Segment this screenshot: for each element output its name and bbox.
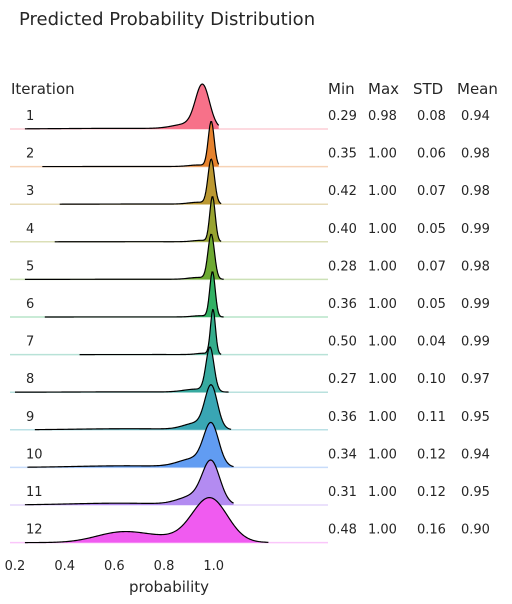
stat-min: 0.48 — [328, 523, 357, 538]
density-outline — [14, 346, 229, 393]
row-label: 12 — [26, 523, 43, 538]
ridge-row: 2 0.35 1.00 0.06 0.98 — [10, 120, 490, 168]
stat-mean: 0.97 — [461, 372, 490, 387]
stat-header-std: STD — [413, 80, 443, 98]
density-outline — [24, 459, 234, 506]
row-label: 5 — [26, 259, 34, 274]
row-label: 3 — [26, 184, 34, 199]
x-tick-label: 0.2 — [5, 559, 26, 574]
stat-max: 1.00 — [368, 523, 397, 538]
stat-mean: 0.90 — [461, 523, 490, 538]
stat-max: 1.00 — [368, 222, 397, 237]
stat-std: 0.04 — [417, 335, 446, 350]
density-outline — [24, 233, 224, 280]
stat-mean: 0.94 — [461, 109, 490, 124]
stat-max: 1.00 — [368, 447, 397, 462]
density-outline — [24, 496, 269, 544]
ridge-rows: 1 0.29 0.98 0.08 0.94 2 0.35 1.00 0.06 0.98 3 0.42 1… — [10, 83, 490, 544]
x-tick-label: 1.0 — [203, 559, 224, 574]
stat-std: 0.05 — [417, 222, 446, 237]
row-header: Iteration — [11, 80, 75, 98]
row-label: 1 — [26, 109, 34, 124]
stat-min: 0.27 — [328, 372, 357, 387]
stat-max: 1.00 — [368, 184, 397, 199]
stat-header-min: Min — [328, 80, 355, 98]
stat-min: 0.50 — [328, 335, 357, 350]
row-label: 7 — [26, 335, 34, 350]
density-outline — [44, 271, 224, 318]
stat-min: 0.28 — [328, 259, 357, 274]
x-axis-label: probability — [129, 578, 209, 596]
stat-max: 1.00 — [368, 410, 397, 425]
density-outline — [59, 158, 222, 205]
stat-min: 0.40 — [328, 222, 357, 237]
row-label: 10 — [26, 447, 43, 462]
stat-std: 0.10 — [417, 372, 446, 387]
stat-header-mean: Mean — [457, 80, 498, 98]
stat-mean: 0.98 — [461, 259, 490, 274]
stat-mean: 0.99 — [461, 335, 490, 350]
stat-mean: 0.98 — [461, 184, 490, 199]
ridge-row: 12 0.48 1.00 0.16 0.90 — [10, 496, 490, 544]
stat-min: 0.29 — [328, 109, 357, 124]
row-label: 9 — [26, 410, 34, 425]
stat-std: 0.08 — [417, 109, 446, 124]
density-area — [24, 497, 269, 543]
stat-max: 1.00 — [368, 147, 397, 162]
ridge-row: 4 0.40 1.00 0.05 0.99 — [10, 196, 490, 243]
density-area — [59, 159, 222, 205]
density-outline — [79, 308, 222, 356]
density-outline — [24, 83, 220, 130]
stat-mean: 0.99 — [461, 297, 490, 312]
stat-mean: 0.95 — [461, 485, 490, 500]
stat-min: 0.35 — [328, 147, 357, 162]
ridge-row: 8 0.27 1.00 0.10 0.97 — [10, 346, 490, 393]
stat-header-max: Max — [368, 80, 399, 98]
stat-mean: 0.95 — [461, 410, 490, 425]
row-label: 4 — [26, 222, 34, 237]
x-tick-label: 0.6 — [104, 559, 125, 574]
stat-mean: 0.99 — [461, 222, 490, 237]
stat-max: 1.00 — [368, 335, 397, 350]
stat-std: 0.05 — [417, 297, 446, 312]
x-axis: 0.2 0.4 0.6 0.8 1.0 — [5, 559, 224, 574]
stat-std: 0.07 — [417, 259, 446, 274]
stat-min: 0.34 — [328, 447, 357, 462]
density-outline — [54, 196, 222, 243]
stat-mean: 0.94 — [461, 447, 490, 462]
ridge-row: 1 0.29 0.98 0.08 0.94 — [10, 83, 490, 130]
stat-min: 0.42 — [328, 184, 357, 199]
x-tick-label: 0.4 — [54, 559, 75, 574]
density-outline — [27, 421, 234, 468]
stat-min: 0.31 — [328, 485, 357, 500]
density-outline — [42, 120, 220, 168]
stat-max: 1.00 — [368, 372, 397, 387]
density-outline — [34, 384, 232, 431]
row-label: 8 — [26, 372, 34, 387]
stat-std: 0.16 — [417, 523, 446, 538]
stat-max: 0.98 — [368, 109, 397, 124]
chart-title: Predicted Probability Distribution — [19, 9, 315, 30]
x-tick-label: 0.8 — [154, 559, 175, 574]
row-label: 6 — [26, 297, 34, 312]
stat-std: 0.07 — [417, 184, 446, 199]
stat-std: 0.06 — [417, 147, 446, 162]
stat-std: 0.12 — [417, 485, 446, 500]
row-label: 11 — [26, 485, 43, 500]
stat-mean: 0.98 — [461, 147, 490, 162]
ridge-row: 7 0.50 1.00 0.04 0.99 — [10, 308, 490, 356]
ridge-row: 6 0.36 1.00 0.05 0.99 — [10, 271, 490, 318]
stat-min: 0.36 — [328, 410, 357, 425]
stat-std: 0.11 — [417, 410, 446, 425]
ridge-row: 5 0.28 1.00 0.07 0.98 — [10, 233, 490, 281]
stat-max: 1.00 — [368, 297, 397, 312]
row-label: 2 — [26, 147, 34, 162]
ridge-row: 3 0.42 1.00 0.07 0.98 — [10, 158, 490, 205]
stat-min: 0.36 — [328, 297, 357, 312]
stat-std: 0.12 — [417, 447, 446, 462]
stat-max: 1.00 — [368, 259, 397, 274]
stat-max: 1.00 — [368, 485, 397, 500]
density-area — [14, 347, 229, 393]
